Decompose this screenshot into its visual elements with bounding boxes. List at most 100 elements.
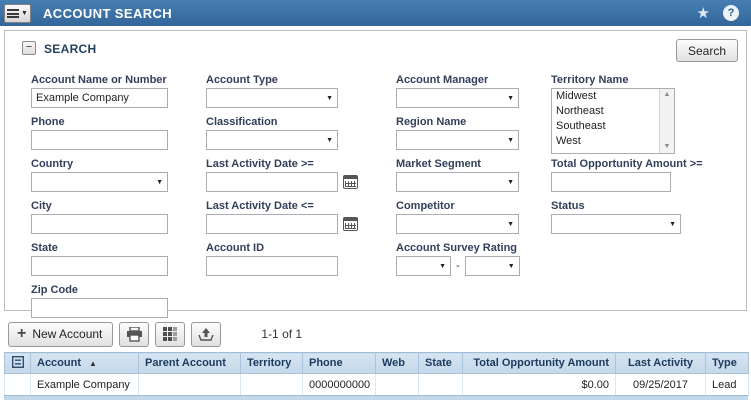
account-manager-label: Account Manager — [396, 74, 489, 86]
account-manager-select[interactable]: ▼ — [396, 88, 519, 108]
column-header-account[interactable]: Account ▲ — [30, 352, 139, 374]
survey-rating-label: Account Survey Rating — [396, 242, 518, 254]
market-segment-select[interactable]: ▼ — [396, 172, 519, 192]
scroll-down-icon[interactable]: ▼ — [663, 143, 671, 150]
account-type-label: Account Type — [206, 74, 278, 86]
country-select[interactable]: ▼ — [31, 172, 168, 192]
column-header-parent-account[interactable]: Parent Account — [138, 352, 241, 374]
cell-parent-account — [138, 373, 241, 396]
chevron-down-icon: ▼ — [21, 9, 28, 17]
cell-state — [418, 373, 463, 396]
export-icon — [198, 327, 215, 341]
column-header-phone[interactable]: Phone — [302, 352, 376, 374]
account-id-label: Account ID — [206, 242, 265, 254]
zip-label: Zip Code — [31, 284, 79, 296]
favorite-star-icon[interactable]: ★ — [696, 4, 710, 22]
collapse-section-button[interactable]: − — [22, 41, 36, 55]
zip-input[interactable] — [31, 298, 168, 318]
state-input[interactable] — [31, 256, 168, 276]
grid-icon — [162, 326, 177, 341]
city-label: City — [31, 200, 52, 212]
chevron-down-icon: ▼ — [156, 178, 163, 186]
column-header-last-activity[interactable]: Last Activity — [615, 352, 706, 374]
range-separator: - — [456, 260, 460, 272]
calendar-icon[interactable] — [343, 175, 358, 189]
list-item[interactable]: Midwest — [556, 90, 597, 102]
printer-icon — [126, 326, 142, 342]
cell-account[interactable]: Example Company — [30, 373, 139, 396]
list-item[interactable]: Northeast — [556, 105, 604, 117]
field-phone: Phone — [31, 116, 168, 158]
table-row[interactable]: Example Company 0000000000 $0.00 09/25/2… — [4, 373, 749, 396]
field-competitor: Competitor ▼ — [396, 200, 520, 242]
column-header-state[interactable]: State — [418, 352, 463, 374]
status-select[interactable]: ▼ — [551, 214, 681, 234]
table-header-row: Account ▲ Parent Account Territory Phone … — [4, 352, 749, 374]
results-grid: Account ▲ Parent Account Territory Phone … — [4, 352, 749, 396]
record-count: 1-1 of 1 — [261, 327, 303, 341]
column-header-territory[interactable]: Territory — [240, 352, 303, 374]
new-account-label: New Account — [32, 327, 103, 341]
row-selector-header[interactable] — [4, 352, 31, 374]
city-input[interactable] — [31, 214, 168, 234]
chevron-down-icon: ▼ — [439, 262, 446, 270]
chevron-down-icon: ▼ — [507, 262, 515, 270]
column-header-type[interactable]: Type — [705, 352, 749, 374]
account-name-label: Account Name or Number — [31, 74, 167, 86]
field-market-segment: Market Segment ▼ — [396, 158, 520, 200]
listbox-scrollbar[interactable]: ▲ ▼ — [659, 89, 674, 153]
record-icon — [11, 355, 24, 368]
field-last-activity-le: Last Activity Date <= — [206, 200, 358, 242]
account-name-input[interactable] — [31, 88, 168, 108]
row-selector-cell[interactable] — [4, 373, 31, 396]
state-label: State — [31, 242, 58, 254]
field-account-id: Account ID — [206, 242, 358, 284]
list-item[interactable]: West — [556, 135, 581, 147]
account-id-input[interactable] — [206, 256, 338, 276]
competitor-label: Competitor — [396, 200, 455, 212]
calendar-icon[interactable] — [343, 217, 358, 231]
help-icon[interactable]: ? — [723, 5, 739, 21]
survey-rating-from-select[interactable]: ▼ — [396, 256, 451, 276]
list-item[interactable]: Southeast — [556, 120, 606, 132]
field-city: City — [31, 200, 168, 242]
column-header-total-opportunity[interactable]: Total Opportunity Amount — [462, 352, 616, 374]
field-region: Region Name ▼ — [396, 116, 520, 158]
account-type-select[interactable]: ▼ — [206, 88, 338, 108]
scroll-up-icon[interactable]: ▲ — [663, 91, 671, 98]
classification-label: Classification — [206, 116, 278, 128]
field-zip: Zip Code — [31, 284, 168, 326]
hamburger-icon — [7, 8, 20, 18]
total-opportunity-input[interactable] — [551, 172, 671, 192]
status-label: Status — [551, 200, 585, 212]
menu-button[interactable]: ▼ — [4, 3, 31, 23]
column-header-web[interactable]: Web — [375, 352, 419, 374]
cell-phone: 0000000000 — [302, 373, 376, 396]
last-activity-le-input[interactable] — [206, 214, 338, 234]
last-activity-ge-input[interactable] — [206, 172, 338, 192]
new-account-button[interactable]: + New Account — [8, 321, 114, 347]
page-title: ACCOUNT SEARCH — [43, 5, 173, 21]
search-button[interactable]: Search — [675, 39, 738, 62]
export-button[interactable] — [191, 321, 222, 347]
classification-select[interactable]: ▼ — [206, 130, 338, 150]
cell-web — [375, 373, 419, 396]
field-survey-rating: Account Survey Rating ▼ - ▼ — [396, 242, 520, 284]
sort-asc-icon: ▲ — [89, 359, 97, 368]
last-activity-ge-label: Last Activity Date >= — [206, 158, 314, 170]
cell-territory — [240, 373, 303, 396]
territory-listbox[interactable]: Midwest Northeast Southeast West ▲ ▼ — [551, 88, 675, 154]
cell-last-activity: 09/25/2017 — [615, 373, 706, 396]
cell-type: Lead — [705, 373, 749, 396]
last-activity-le-label: Last Activity Date <= — [206, 200, 314, 212]
chevron-down-icon: ▼ — [507, 136, 514, 144]
competitor-select[interactable]: ▼ — [396, 214, 519, 234]
phone-input[interactable] — [31, 130, 168, 150]
survey-rating-to-select[interactable]: ▼ — [464, 256, 520, 276]
chevron-down-icon: ▼ — [326, 136, 333, 144]
print-button[interactable] — [119, 321, 150, 347]
field-classification: Classification ▼ — [206, 116, 358, 158]
columns-grid-button[interactable] — [155, 321, 186, 347]
region-name-select[interactable]: ▼ — [396, 130, 519, 150]
